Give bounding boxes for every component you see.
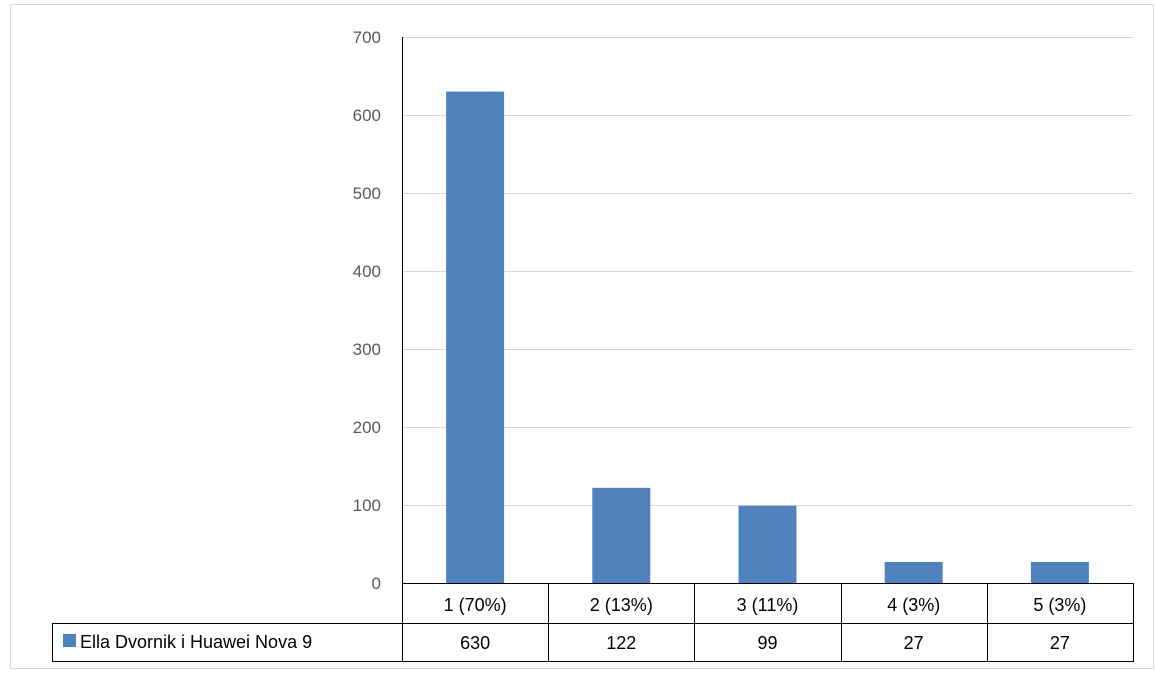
data-table-value: 122 (606, 633, 636, 653)
category-label: 1 (70%) (444, 595, 507, 615)
legend-swatch (63, 634, 76, 647)
y-tick-label: 400 (353, 262, 381, 281)
bar (446, 91, 505, 583)
data-table-value: 27 (904, 633, 924, 653)
data-table-value: 630 (460, 633, 490, 653)
category-label: 2 (13%) (590, 595, 653, 615)
data-table-value: 27 (1050, 633, 1070, 653)
bar (1030, 561, 1089, 583)
category-label: 3 (11%) (737, 595, 799, 615)
y-tick-label: 0 (372, 574, 381, 593)
bar (884, 561, 943, 583)
y-tick-label: 200 (353, 418, 381, 437)
y-tick-label: 300 (353, 340, 381, 359)
bar (738, 505, 797, 583)
category-label: 4 (3%) (887, 595, 940, 615)
legend-label: Ella Dvornik i Huawei Nova 9 (80, 632, 312, 652)
chart-frame (10, 4, 1154, 669)
y-tick-label: 100 (353, 496, 381, 515)
y-tick-label: 500 (353, 184, 381, 203)
y-tick-label: 600 (353, 106, 381, 125)
y-tick-label: 700 (353, 28, 381, 47)
data-table-value: 99 (757, 633, 777, 653)
category-label: 5 (3%) (1033, 595, 1086, 615)
bar (592, 487, 651, 583)
